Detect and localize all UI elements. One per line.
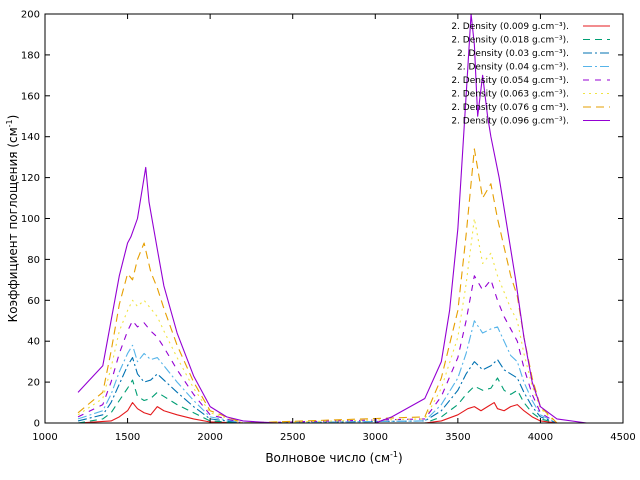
legend-label: 2. Density (0.04 g.cm⁻³).: [457, 63, 569, 73]
series-line: [77, 320, 558, 424]
series-line: [77, 13, 587, 424]
legend-label: 2. Density (0.009 g.cm⁻³).: [451, 22, 569, 32]
y-tick-label: 160: [21, 91, 40, 102]
legend-label: 2. Density (0.063 g.cm⁻³).: [451, 90, 569, 100]
series-lines: [77, 13, 587, 424]
y-tick-label: 140: [21, 132, 40, 143]
y-tick-label: 20: [27, 378, 40, 389]
series-line: [77, 402, 558, 424]
y-tick-label: 180: [21, 50, 40, 61]
legend-label: 2. Density (0.054 g.cm⁻³).: [451, 76, 569, 86]
y-tick-label: 200: [21, 10, 40, 21]
legend-label: 2. Density (0.096 g.cm⁻³).: [451, 117, 569, 127]
axis-ticks: 1000 1500 2000 2500 3000 3500 4000 4500 0 20 40 60 8…: [21, 10, 636, 444]
x-tick-label: 2000: [197, 432, 222, 443]
series-line: [77, 275, 558, 424]
x-tick-label: 1000: [32, 432, 57, 443]
y-tick-label: 0: [34, 419, 40, 430]
x-tick-label: 3500: [445, 432, 470, 443]
series-line: [77, 377, 558, 424]
series-line: [77, 217, 558, 424]
y-axis-label: Коэффициент поглощения (см-1): [5, 115, 20, 323]
series-line: [77, 148, 558, 424]
legend-label: 2. Density (0.018 g.cm⁻³).: [451, 36, 569, 46]
x-tick-label: 4000: [528, 432, 553, 443]
y-tick-label: 100: [21, 214, 40, 225]
x-tick-label: 4500: [610, 432, 635, 443]
y-tick-label: 40: [27, 337, 40, 348]
x-tick-label: 1500: [115, 432, 140, 443]
legend-label: 2. Density (0.03 g.cm⁻³).: [457, 49, 569, 59]
x-tick-label: 3000: [363, 432, 388, 443]
y-tick-label: 60: [27, 296, 40, 307]
x-tick-label: 2500: [280, 432, 305, 443]
x-axis-label: Волновое число (см-1): [265, 450, 402, 465]
series-line: [77, 357, 558, 424]
y-tick-label: 80: [27, 255, 40, 266]
legend: 2. Density (0.009 g.cm⁻³). 2. Density (0.…: [451, 22, 610, 127]
y-tick-label: 120: [21, 173, 40, 184]
legend-label: 2. Density (0.076 g cm⁻³).: [451, 103, 569, 113]
